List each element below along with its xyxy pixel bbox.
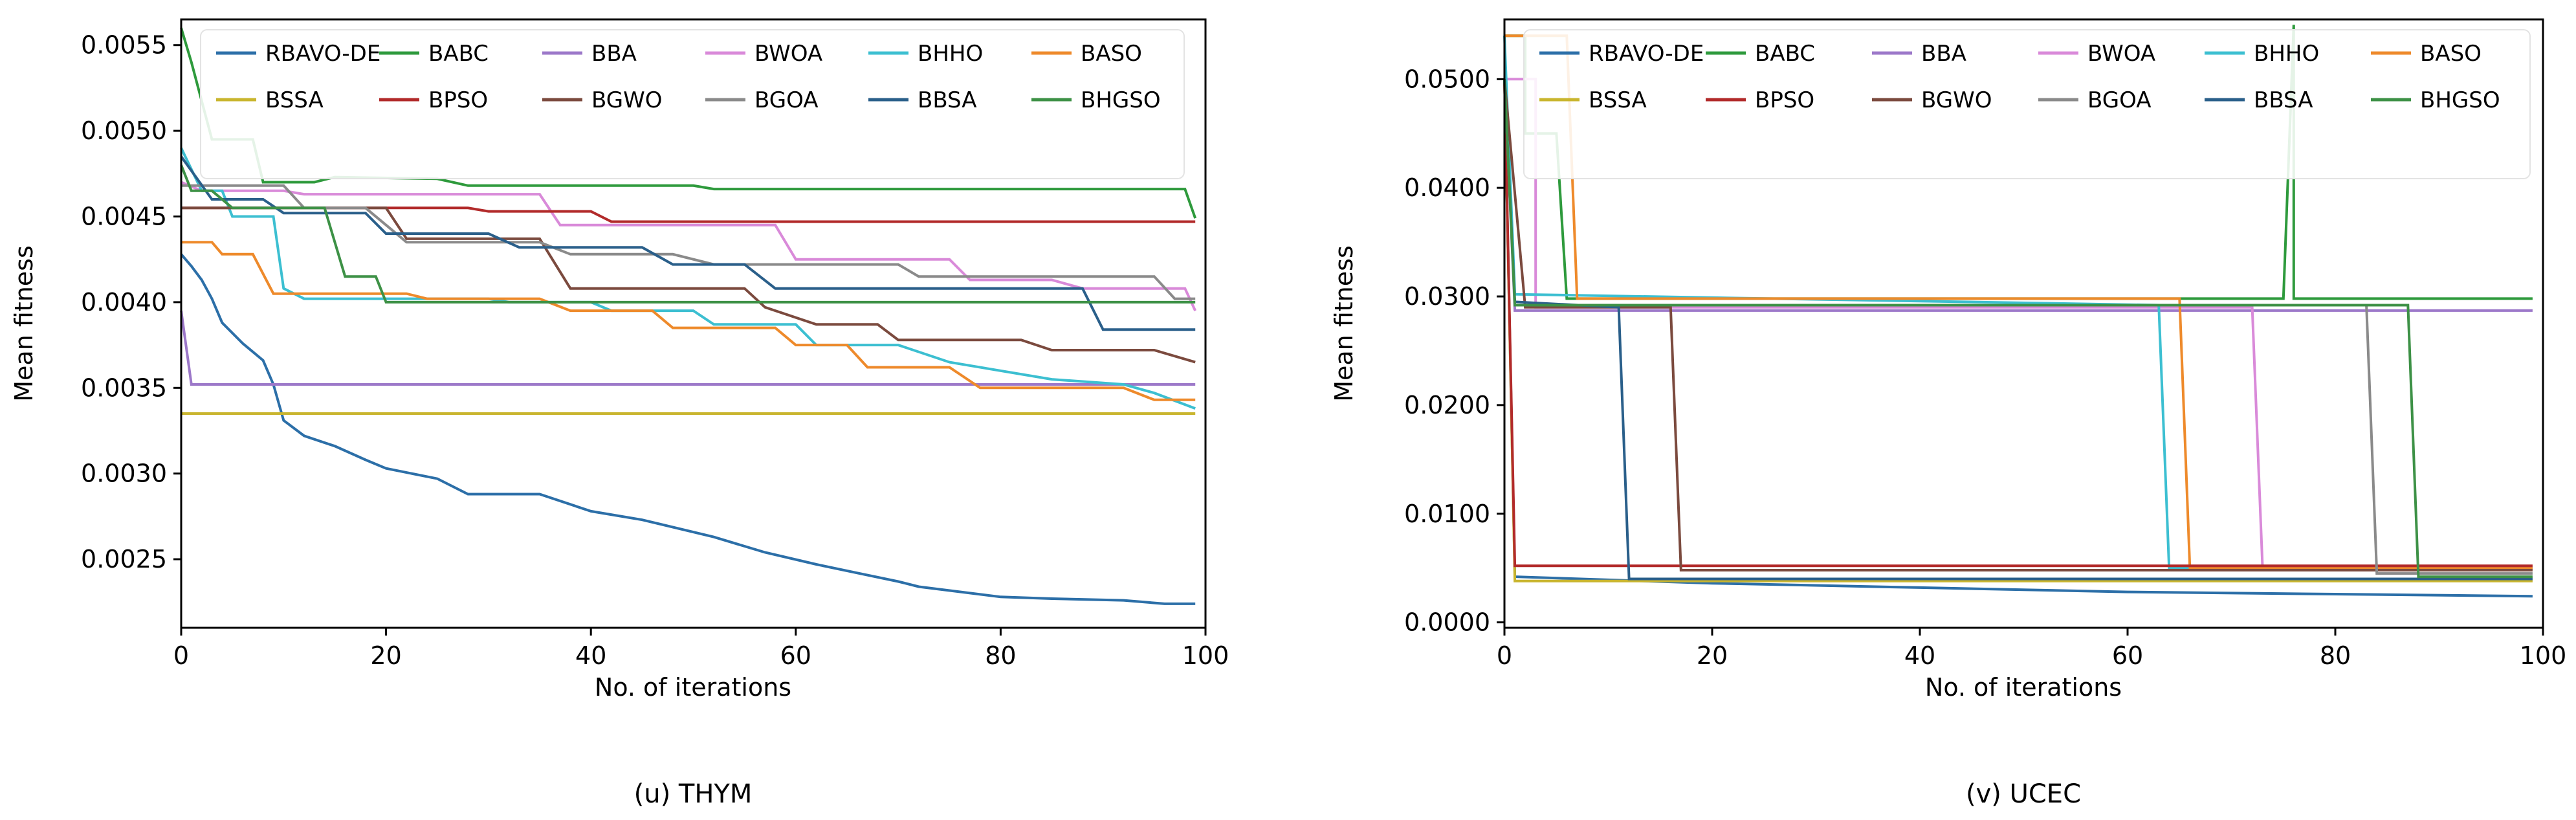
- legend-label-bpso: BPSO: [1755, 87, 1814, 113]
- series-line-bhgso-thym: [180, 164, 1196, 304]
- x-tick-label: 0: [173, 641, 189, 670]
- x-tick-label: 60: [2112, 641, 2143, 670]
- legend-label-bbsa: BBSA: [918, 87, 977, 113]
- x-tick-label: 0: [1497, 641, 1512, 670]
- series-line-bpso-ucec: [1503, 79, 2533, 568]
- x-tick-label: 100: [2520, 641, 2567, 670]
- y-tick-label: 0.0055: [81, 31, 167, 60]
- legend-label-bssa: BSSA: [1589, 87, 1647, 113]
- y-tick-label: 0.0300: [1404, 282, 1490, 311]
- y-tick-label: 0.0400: [1404, 173, 1490, 202]
- y-tick-label: 0.0035: [81, 373, 167, 402]
- legend-label-bgwo: BGWO: [591, 87, 662, 113]
- series-line-bwoa-thym: [181, 181, 1197, 311]
- y-tick-label: 0.0025: [81, 545, 167, 573]
- x-axis-label-thym: No. of iterations: [595, 673, 791, 702]
- plot-frame-ucec: [1503, 18, 2544, 629]
- series-line-bgwo-thym: [181, 206, 1196, 364]
- legend-label-rbavo-de: RBAVO-DE: [1589, 41, 1704, 67]
- legend-label-bssa: BSSA: [265, 87, 324, 113]
- legend-label-bba: BBA: [591, 41, 637, 67]
- y-tick-label: 0.0050: [81, 116, 167, 145]
- x-tick-label: 60: [780, 641, 811, 670]
- legend-label-bhgso: BHGSO: [2420, 87, 2500, 113]
- legend-box: [1523, 29, 2531, 179]
- legend-label-babc: BABC: [1755, 41, 1815, 67]
- legend-label-bbsa: BBSA: [2254, 87, 2313, 113]
- series-line-bgoa-thym: [181, 184, 1196, 300]
- series-line-bhho-thym: [180, 147, 1196, 410]
- series-line-bgwo-ucec: [1503, 79, 2533, 571]
- legend-label-babc: BABC: [428, 41, 489, 67]
- y-axis-label-ucec: Mean fitness: [1330, 245, 1358, 402]
- legend-label-bba: BBA: [1921, 41, 1966, 67]
- legend-label-bhgso: BHGSO: [1081, 87, 1161, 113]
- legend-label-bgoa: BGOA: [2087, 87, 2152, 113]
- y-tick-label: 0.0100: [1404, 500, 1490, 528]
- legend-label-bwoa: BWOA: [754, 41, 822, 67]
- series-line-bpso-thym: [181, 206, 1196, 223]
- legend-label-bwoa: BWOA: [2087, 41, 2155, 67]
- legend-label-baso: BASO: [2420, 41, 2482, 67]
- legend-label-bgoa: BGOA: [754, 87, 819, 113]
- x-axis-label-ucec: No. of iterations: [1925, 673, 2122, 702]
- legend-label-bpso: BPSO: [428, 87, 488, 113]
- x-tick-label: 100: [1182, 641, 1229, 670]
- series-line-bba-thym: [180, 310, 1196, 386]
- caption-ucec: (v) UCEC: [1966, 779, 2081, 809]
- y-axis-label-thym: Mean fitness: [10, 245, 38, 402]
- x-tick-label: 20: [1697, 641, 1728, 670]
- x-tick-label: 80: [2320, 641, 2351, 670]
- y-tick-label: 0.0030: [81, 460, 167, 488]
- legend-label-bhho: BHHO: [2254, 41, 2319, 67]
- axis-ticks-ucec: 0 20 40 60 80 100 0.0000 0.0100 0.0200 0.0300 0.04…: [1404, 65, 2566, 670]
- series-line-bhgso-ucec: [1503, 79, 2533, 579]
- series-line-bbsa-thym: [180, 155, 1196, 331]
- y-tick-label: 0.0045: [81, 203, 167, 231]
- x-tick-label: 20: [370, 641, 401, 670]
- series-line-rbavo-de-thym: [180, 253, 1196, 605]
- x-tick-label: 40: [1904, 641, 1935, 670]
- plot-frame-thym: [180, 18, 1207, 629]
- chart-ucec: 0 20 40 60 80 100 0.0000 0.0100 0.0200 0.0300 0.04…: [1330, 18, 2566, 809]
- legend-ucec: RBAVO-DE BABC BBA BWOA BHHO BASO BSSA BPSO BGWO B…: [1523, 29, 2531, 179]
- series-line-baso-thym: [181, 241, 1196, 401]
- legend-label-baso: BASO: [1081, 41, 1142, 67]
- legend-label-rbavo-de: RBAVO-DE: [265, 41, 380, 67]
- y-tick-label: 0.0000: [1404, 608, 1490, 637]
- x-tick-label: 80: [985, 641, 1016, 670]
- y-tick-label: 0.0040: [81, 288, 167, 316]
- legend-thym: RBAVO-DE BABC BBA BWOA BHHO BASO BSSA BPSO BGWO B…: [200, 29, 1185, 179]
- x-tick-label: 40: [575, 641, 606, 670]
- legend-box: [200, 29, 1185, 179]
- legend-label-bhho: BHHO: [918, 41, 983, 67]
- axis-ticks-thym: 0 20 40 60 80 100 0.0025 0.0030 0.0035 0.0040 0.00…: [81, 31, 1229, 670]
- legend-label-bgwo: BGWO: [1921, 87, 1992, 113]
- caption-thym: (u) THYM: [634, 779, 753, 809]
- y-tick-label: 0.0500: [1404, 65, 1490, 93]
- chart-thym: 0 20 40 60 80 100 0.0025 0.0030 0.0035 0.0040 0.00…: [10, 18, 1229, 809]
- y-tick-label: 0.0200: [1404, 391, 1490, 419]
